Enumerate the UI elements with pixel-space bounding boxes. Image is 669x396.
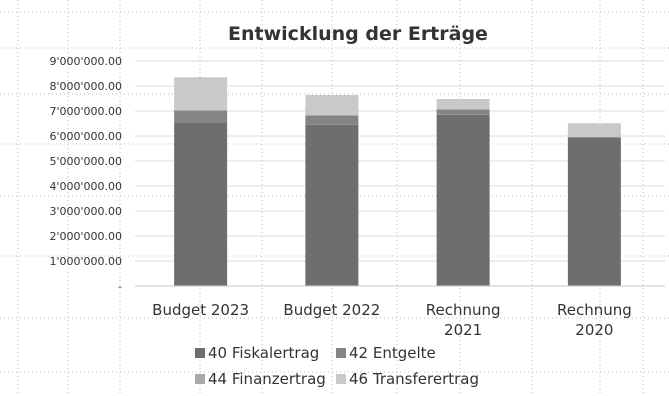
chart-title: Entwicklung der Erträge xyxy=(228,23,488,45)
legend-swatch xyxy=(195,374,205,384)
legend-label: 46 Transferertrag xyxy=(349,370,479,388)
bars xyxy=(135,77,665,287)
bar-segment-4 xyxy=(436,99,490,109)
y-tick-label: 6'000'000.00 xyxy=(49,130,122,143)
legend-label: 42 Entgelte xyxy=(349,344,436,362)
legend-label: 40 Fiskalertrag xyxy=(208,344,319,362)
bar-segment-1 xyxy=(567,137,621,286)
y-tick-label: 8'000'000.00 xyxy=(49,80,122,93)
y-tick-label: 3'000'000.00 xyxy=(49,205,122,218)
y-tick-label: 1'000'000.00 xyxy=(49,255,122,268)
x-tick-label: 2020 xyxy=(575,321,613,339)
x-tick-label: 2021 xyxy=(444,321,482,339)
bar-segment-1 xyxy=(305,124,359,286)
y-tick-label: 9'000'000.00 xyxy=(49,55,122,68)
bar-segment-4 xyxy=(174,77,228,110)
bar-segment-2 xyxy=(436,109,490,115)
bar-segment-2 xyxy=(305,116,359,125)
y-tick-label: 7'000'000.00 xyxy=(49,105,122,118)
y-tick-label: 5'000'000.00 xyxy=(49,155,122,168)
bar-segment-1 xyxy=(436,114,490,286)
y-tick-label: 4'000'000.00 xyxy=(49,180,122,193)
legend: 40 Fiskalertrag 42 Entgelte 44 Finanzertra… xyxy=(195,344,479,388)
y-tick-label: - xyxy=(118,280,122,293)
x-tick-label: Budget 2022 xyxy=(283,301,380,319)
legend-swatch xyxy=(195,348,205,358)
legend-swatch xyxy=(336,348,346,358)
bar-segment-2 xyxy=(174,111,228,123)
x-tick-label: Rechnung xyxy=(557,301,632,319)
legend-label: 44 Finanzertrag xyxy=(208,370,326,388)
bar-segment-3 xyxy=(305,115,359,116)
bar-segment-4 xyxy=(305,95,359,115)
x-tick-label: Rechnung xyxy=(426,301,501,319)
x-axis: Budget 2023 Budget 2022 Rechnung 2021 Rechnu… xyxy=(152,301,632,339)
y-axis: - 1'000'000.00 2'000'000.00 3'000'000.00 4'0… xyxy=(49,55,122,293)
legend-swatch xyxy=(336,374,346,384)
bar-segment-4 xyxy=(567,123,621,137)
y-tick-label: 2'000'000.00 xyxy=(49,230,122,243)
bar-segment-1 xyxy=(174,122,228,286)
bar-segment-3 xyxy=(436,109,490,110)
bar-segment-3 xyxy=(174,109,228,111)
x-tick-label: Budget 2023 xyxy=(152,301,249,319)
